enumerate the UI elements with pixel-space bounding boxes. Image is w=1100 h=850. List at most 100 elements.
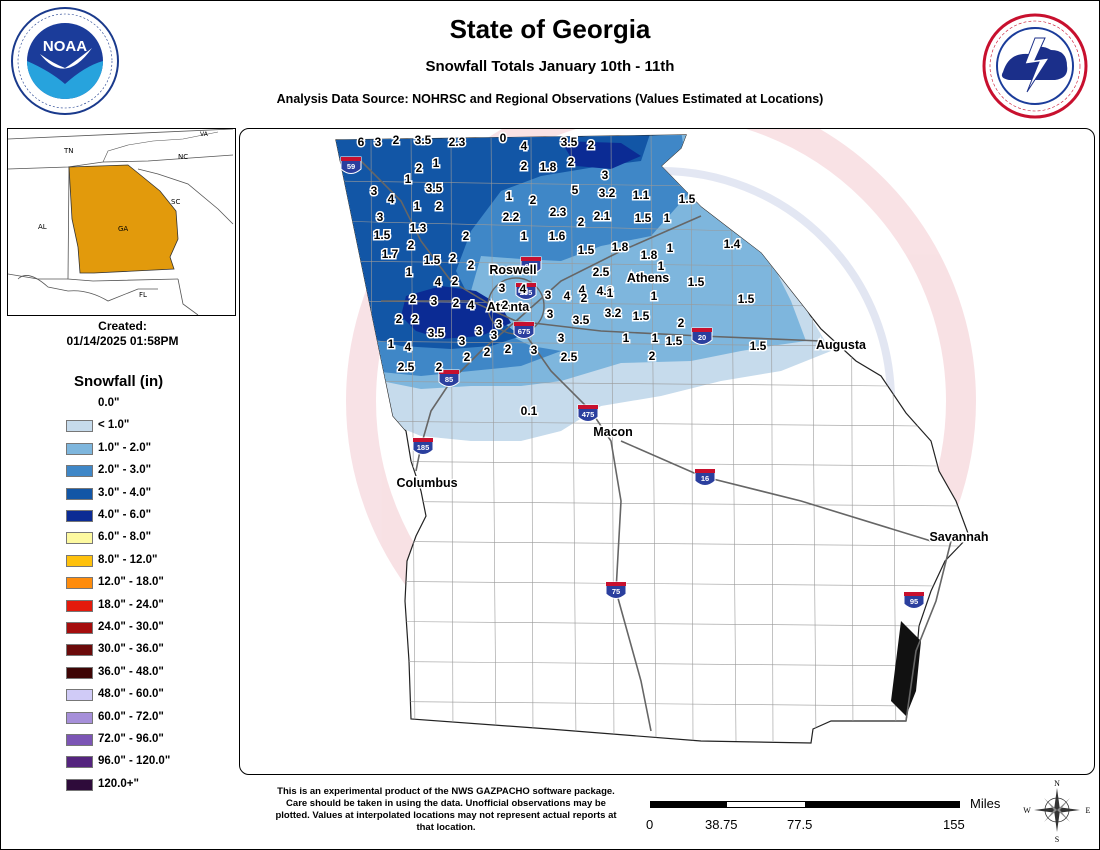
snowfall-value: 2 xyxy=(450,251,457,265)
snowfall-value: 1 xyxy=(388,337,395,351)
interstate-shield-285-icon: 285 xyxy=(515,282,537,300)
snowfall-value: 4 xyxy=(388,192,395,206)
scale-bar xyxy=(650,801,960,808)
legend-label: 1.0" - 2.0" xyxy=(98,441,152,454)
legend-label: 4.0" - 6.0" xyxy=(98,509,152,521)
snowfall-value: 3.5 xyxy=(573,313,590,327)
snowfall-value: 3.2 xyxy=(605,306,622,320)
snowfall-value: 1.7 xyxy=(382,247,399,261)
snowfall-value: 3 xyxy=(531,343,538,357)
snowfall-value: 1 xyxy=(658,259,665,273)
snowfall-value: 1 xyxy=(667,241,674,255)
compass-e: E xyxy=(1086,806,1091,815)
nws-logo xyxy=(982,13,1088,119)
snowfall-value: 4 xyxy=(564,289,571,303)
inset-map-svg: TN NC VA SC AL GA FL xyxy=(8,129,235,315)
snowfall-value: 2 xyxy=(588,138,595,152)
interstate-shield-16-icon: 16 xyxy=(694,468,716,486)
snowfall-value: 1 xyxy=(664,211,671,225)
snowfall-value: 1.3 xyxy=(410,221,427,235)
snowfall-value: 1.1 xyxy=(633,188,650,202)
snowfall-value: 1.5 xyxy=(666,334,683,348)
snowfall-value: 2 xyxy=(464,350,471,364)
snowfall-value: 1.5 xyxy=(633,309,650,323)
snowfall-value: 1.5 xyxy=(424,253,441,267)
interstate-shield-20-icon: 20 xyxy=(691,327,713,345)
snowfall-value: 6 xyxy=(358,135,365,149)
snowfall-value: 3 xyxy=(546,307,553,321)
city-label: Athens xyxy=(627,271,669,285)
snowfall-value: 4 xyxy=(405,340,412,354)
interstate-number: 85 xyxy=(445,375,453,384)
snowfall-value: 2 xyxy=(468,258,475,272)
snowfall-value: 4 xyxy=(520,282,527,296)
interstate-number: 185 xyxy=(417,443,430,452)
snowfall-value: 2.5 xyxy=(398,360,415,374)
scale-tick-2: 77.5 xyxy=(787,817,813,832)
snowfall-value: 4 xyxy=(579,283,586,297)
legend-swatch xyxy=(66,711,93,724)
legend-title: Snowfall (in) xyxy=(74,373,164,390)
snowfall-value: 3.5 xyxy=(415,133,432,147)
noaa-logo-text: NOAA xyxy=(43,38,87,55)
snowfall-value: 3 xyxy=(558,331,565,345)
snowfall-value: 2.3 xyxy=(550,205,567,219)
legend-label: 0.0" xyxy=(98,397,120,409)
snowfall-value: 2 xyxy=(436,199,443,213)
snowfall-value: 1 xyxy=(651,289,658,303)
interstate-shield-985-icon: 985 xyxy=(520,256,542,274)
snowfall-value: 3 xyxy=(499,281,506,295)
compass-s: S xyxy=(1055,835,1059,844)
snowfall-value: 2.5 xyxy=(561,350,578,364)
inset-label-tn: TN xyxy=(63,147,74,155)
page-title: State of Georgia xyxy=(449,14,651,44)
snowfall-value: 2 xyxy=(408,238,415,252)
snowfall-value: 3 xyxy=(476,324,483,338)
snowfall-value: 2 xyxy=(436,360,443,374)
legend-label: 36.0" - 48.0" xyxy=(98,665,164,678)
legend-label: 48.0" - 60.0" xyxy=(98,688,164,701)
snowfall-value: 1.5 xyxy=(750,339,767,353)
legend-swatch xyxy=(66,756,93,769)
snowfall-value: 3 xyxy=(375,135,382,149)
data-source-note: Analysis Data Source: NOHRSC and Regiona… xyxy=(276,92,824,106)
legend-label: 24.0" - 30.0" xyxy=(98,621,164,633)
snowfall-value: 1.8 xyxy=(612,240,629,254)
snowfall-value: 1 xyxy=(521,229,528,243)
legend-swatch xyxy=(66,577,93,590)
snowfall-value: 1.6 xyxy=(549,229,566,243)
legend-swatch xyxy=(66,465,93,478)
snowfall-value: 1 xyxy=(506,189,513,203)
inset-label-al: AL xyxy=(38,223,47,231)
snowfall-value: 1.5 xyxy=(679,192,696,206)
compass-rose-icon: N S E W xyxy=(1023,779,1091,844)
snowfall-value: 2 xyxy=(410,292,417,306)
inset-locator-map: TN NC VA SC AL GA FL xyxy=(7,128,236,316)
snowfall-value: 1.5 xyxy=(738,292,755,306)
snowfall-value: 2 xyxy=(505,342,512,356)
legend-label: 120.0+" xyxy=(98,777,139,790)
city-label: Atlanta xyxy=(487,300,530,314)
snowfall-value: 3.5 xyxy=(561,135,578,149)
scale-tick-3: 155 xyxy=(943,817,965,832)
snowfall-value: 4 xyxy=(521,139,528,153)
snowfall-value: 1 xyxy=(607,286,614,300)
city-label: Savannah xyxy=(929,530,988,544)
interstate-number: 20 xyxy=(698,333,706,342)
snowfall-value: 2 xyxy=(568,155,575,169)
snowfall-value: 2 xyxy=(452,274,459,288)
snowfall-value: 3 xyxy=(602,168,609,182)
snowfall-value: 2 xyxy=(453,296,460,310)
snowfall-value: 3.5 xyxy=(428,326,445,340)
legend-label: 18.0" - 24.0" xyxy=(98,598,164,611)
city-label: Augusta xyxy=(816,338,867,352)
snowfall-value: 1.4 xyxy=(724,237,741,251)
snowfall-value: 1.8 xyxy=(540,160,557,174)
interstate-number: 75 xyxy=(612,587,620,596)
snowfall-value: 3 xyxy=(459,334,466,348)
legend-swatch xyxy=(66,689,93,702)
snowfall-value: 2 xyxy=(416,161,423,175)
snowfall-value: 2 xyxy=(581,291,588,305)
